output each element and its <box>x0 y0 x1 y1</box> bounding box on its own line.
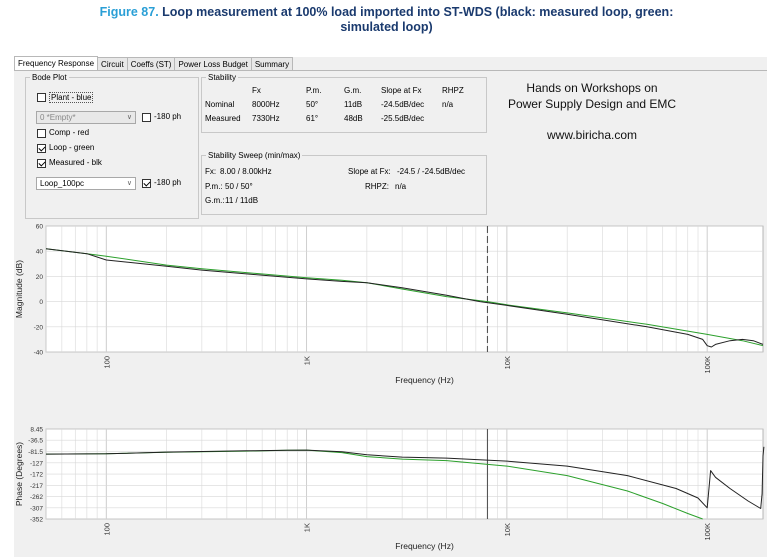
sweep-slope-label: Slope at Fx: <box>348 167 391 176</box>
empty-select: 0 *Empty* ∨ <box>36 111 136 124</box>
sweep-rhpz-label: RHPZ: <box>365 182 389 191</box>
nominal-rhpz: n/a <box>442 100 453 109</box>
empty-180ph-checkbox[interactable] <box>142 113 151 122</box>
stability-header-slope: Slope at Fx <box>381 86 421 95</box>
stability-header-gm: G.m. <box>344 86 361 95</box>
caption-line-1: Loop measurement at 100% load imported i… <box>162 5 673 19</box>
tab-circuit[interactable]: Circuit <box>97 57 128 71</box>
stability-header-fx: Fx <box>252 86 261 95</box>
sweep-gm-value: 11 / 11dB <box>225 196 258 205</box>
tab-coeffs-st[interactable]: Coeffs (ST) <box>127 57 176 71</box>
measured-slope: -25.5dB/dec <box>381 114 424 123</box>
nominal-fx: 8000Hz <box>252 100 280 109</box>
empty-select-value: 0 *Empty* <box>40 113 76 122</box>
nominal-gm: 11dB <box>344 100 362 109</box>
nominal-pm: 50° <box>306 100 318 109</box>
loop-checkbox[interactable] <box>37 144 46 153</box>
tab-bar: Frequency Response Circuit Coeffs (ST) P… <box>14 57 292 71</box>
sweep-pm-value: 50 / 50° <box>225 182 253 191</box>
figure-label: Figure 87. <box>100 5 159 19</box>
measured-label: Measured - blk <box>49 158 102 167</box>
frequency-response-panel: Bode Plot Plant - blue 0 *Empty* ∨ -180 p… <box>14 70 767 558</box>
bode-plot-title: Bode Plot <box>30 73 69 82</box>
nominal-row-label: Nominal <box>205 100 234 109</box>
tab-summary[interactable]: Summary <box>251 57 293 71</box>
measured-row-label: Measured <box>205 114 241 123</box>
sweep-slope-value: -24.5 / -24.5dB/dec <box>397 167 465 176</box>
comp-checkbox[interactable] <box>37 129 46 138</box>
sweep-pm-label: P.m.: <box>205 182 223 191</box>
promo-line-1: Hands on Workshops on <box>492 81 692 95</box>
promo-line-2: Power Supply Design and EMC <box>492 97 692 111</box>
measured-select[interactable]: Loop_100pc ∨ <box>36 177 136 190</box>
measured-pm: 61° <box>306 114 318 123</box>
stability-header-rhpz: RHPZ <box>442 86 464 95</box>
tab-frequency-response[interactable]: Frequency Response <box>14 56 98 71</box>
plant-label: Plant - blue <box>49 92 93 103</box>
nominal-slope: -24.5dB/dec <box>381 100 424 109</box>
sweep-rhpz-value: n/a <box>395 182 406 191</box>
empty-180ph-label: -180 ph <box>154 112 181 121</box>
sweep-title: Stability Sweep (min/max) <box>206 151 302 160</box>
sweep-gm-label: G.m.: <box>205 196 225 205</box>
tab-power-loss-budget[interactable]: Power Loss Budget <box>174 57 251 71</box>
chevron-down-icon: ∨ <box>127 178 132 189</box>
chevron-down-icon: ∨ <box>127 112 132 123</box>
measured-select-value: Loop_100pc <box>40 179 84 188</box>
measured-180ph-checkbox[interactable] <box>142 179 151 188</box>
measured-gm: 48dB <box>344 114 363 123</box>
comp-label: Comp - red <box>49 128 89 137</box>
measured-checkbox[interactable] <box>37 159 46 168</box>
stability-header-pm: P.m. <box>306 86 321 95</box>
measured-180ph-label: -180 ph <box>154 178 181 187</box>
sweep-fx-value: 8.00 / 8.00kHz <box>220 167 272 176</box>
caption-line-2: simulated loop) <box>0 20 773 35</box>
st-wds-window: Frequency Response Circuit Coeffs (ST) P… <box>14 57 767 557</box>
promo-url: www.biricha.com <box>492 128 692 142</box>
measured-fx: 7330Hz <box>252 114 280 123</box>
loop-label: Loop - green <box>49 143 94 152</box>
plant-checkbox[interactable] <box>37 93 46 102</box>
stability-title: Stability <box>206 73 238 82</box>
sweep-fx-label: Fx: <box>205 167 216 176</box>
figure-caption: Figure 87. Loop measurement at 100% load… <box>0 5 773 35</box>
